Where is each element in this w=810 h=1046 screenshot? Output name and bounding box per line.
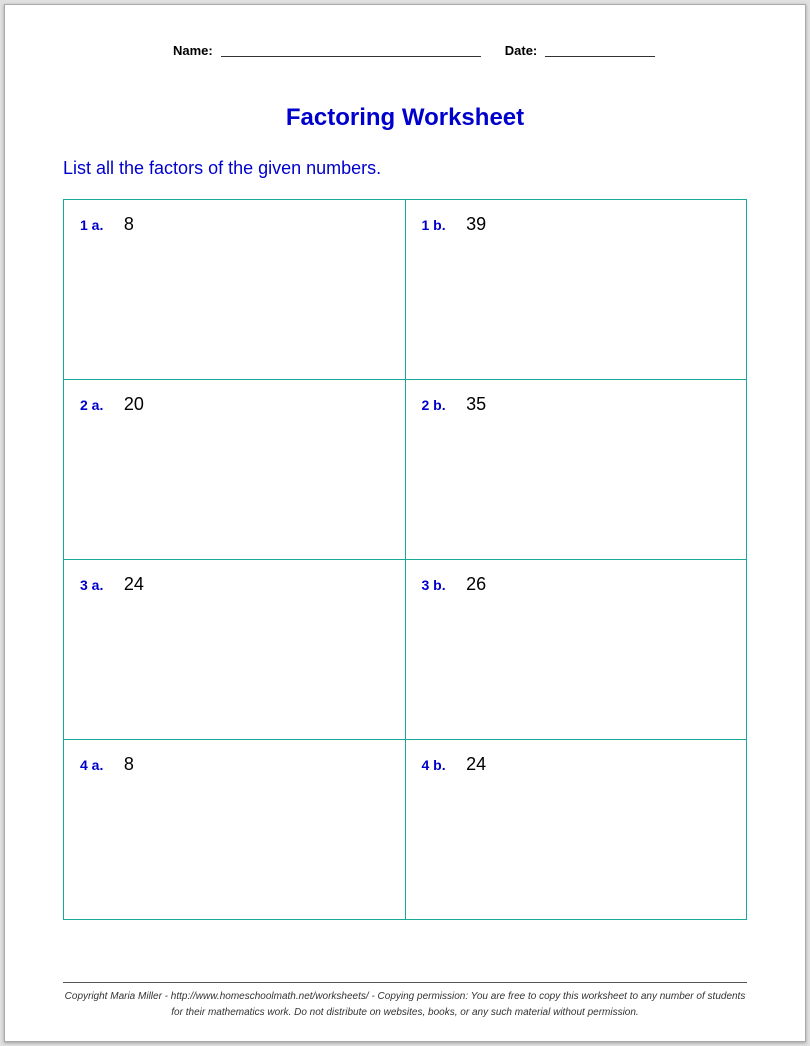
worksheet-page: Name: Date: Factoring Worksheet List all… bbox=[4, 4, 806, 1042]
problem-label: 1 a. bbox=[80, 217, 103, 233]
problem-value: 8 bbox=[124, 214, 134, 234]
table-row: 4 a. 8 4 b. 24 bbox=[64, 740, 747, 920]
instructions-text: List all the factors of the given number… bbox=[63, 158, 747, 179]
name-label: Name: bbox=[173, 43, 213, 58]
problem-value: 8 bbox=[124, 754, 134, 774]
problem-cell: 2 a. 20 bbox=[64, 380, 406, 560]
problem-label: 3 b. bbox=[422, 577, 446, 593]
problem-value: 35 bbox=[466, 394, 486, 414]
problem-label: 2 b. bbox=[422, 397, 446, 413]
problem-value: 20 bbox=[124, 394, 144, 414]
problem-cell: 1 a. 8 bbox=[64, 200, 406, 380]
problem-label: 3 a. bbox=[80, 577, 103, 593]
problem-label: 2 a. bbox=[80, 397, 103, 413]
problem-cell: 3 b. 26 bbox=[405, 560, 747, 740]
problem-value: 26 bbox=[466, 574, 486, 594]
date-label: Date: bbox=[505, 43, 538, 58]
problem-cell: 3 a. 24 bbox=[64, 560, 406, 740]
table-row: 1 a. 8 1 b. 39 bbox=[64, 200, 747, 380]
header-fields: Name: Date: bbox=[173, 43, 687, 58]
problem-cell: 4 b. 24 bbox=[405, 740, 747, 920]
table-row: 3 a. 24 3 b. 26 bbox=[64, 560, 747, 740]
problem-label: 1 b. bbox=[422, 217, 446, 233]
worksheet-title: Factoring Worksheet bbox=[63, 104, 747, 132]
problem-value: 24 bbox=[466, 754, 486, 774]
problem-value: 39 bbox=[466, 214, 486, 234]
date-blank-line bbox=[545, 43, 655, 57]
problem-cell: 4 a. 8 bbox=[64, 740, 406, 920]
table-row: 2 a. 20 2 b. 35 bbox=[64, 380, 747, 560]
name-blank-line bbox=[221, 43, 481, 57]
problems-table: 1 a. 8 1 b. 39 2 a. 20 2 b. 35 3 a. 24 bbox=[63, 199, 747, 920]
problem-label: 4 b. bbox=[422, 757, 446, 773]
problem-label: 4 a. bbox=[80, 757, 103, 773]
problem-cell: 2 b. 35 bbox=[405, 380, 747, 560]
problem-cell: 1 b. 39 bbox=[405, 200, 747, 380]
problem-value: 24 bbox=[124, 574, 144, 594]
copyright-footer: Copyright Maria Miller - http://www.home… bbox=[63, 982, 747, 1021]
